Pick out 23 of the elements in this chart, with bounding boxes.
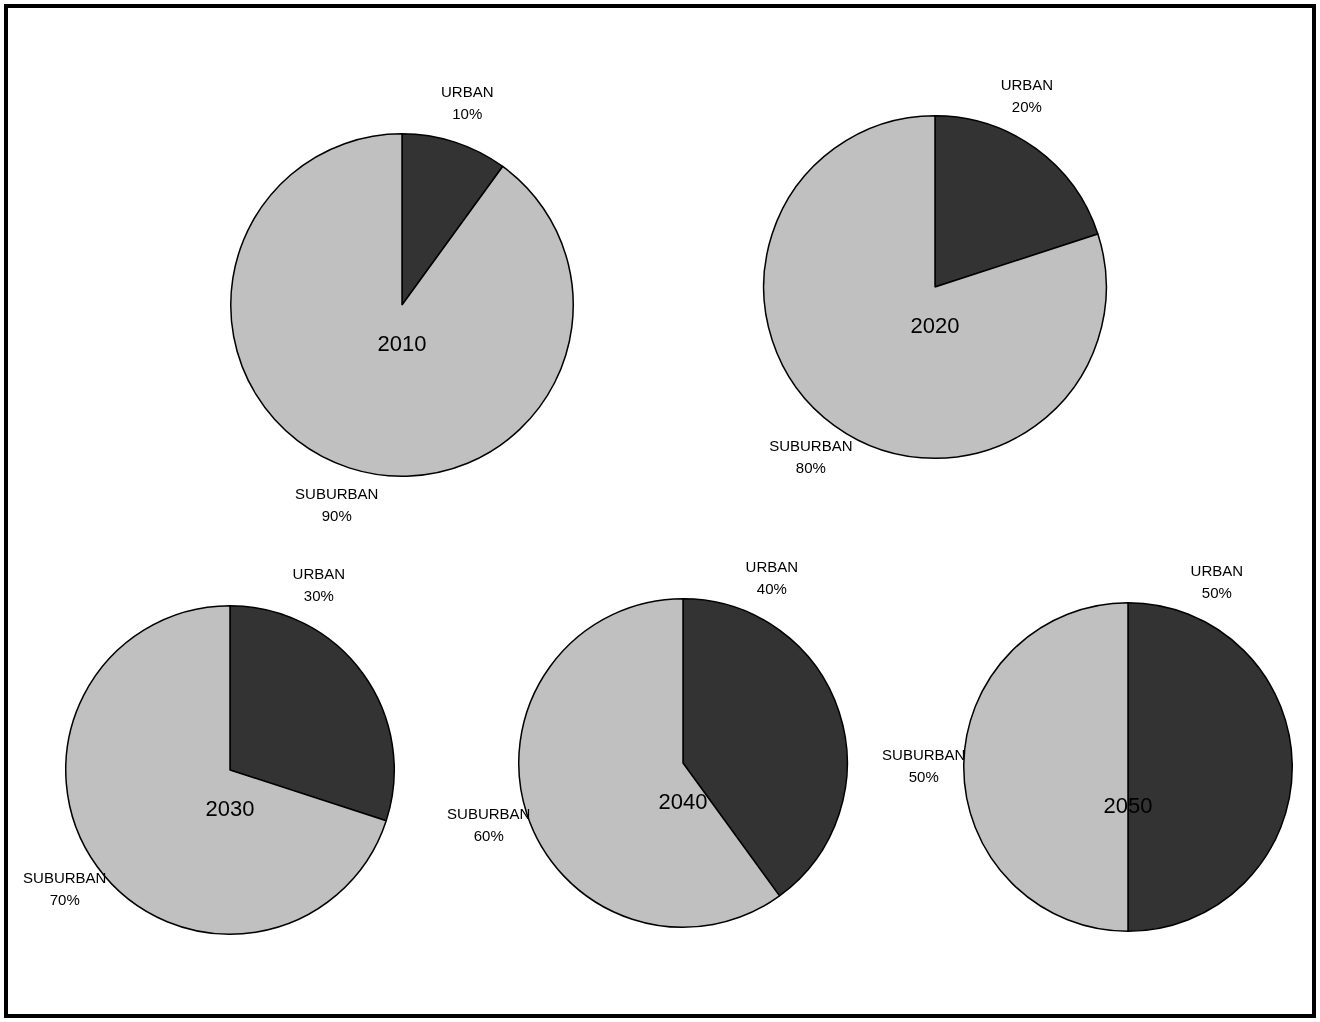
text: 2040 (658, 789, 708, 815)
text: 2030 (205, 796, 255, 822)
slice-label: SUBURBAN (23, 869, 107, 887)
slice-label: URBAN (1190, 562, 1244, 580)
slice-label: SUBURBAN (295, 485, 379, 503)
slice-label: URBAN (745, 558, 799, 576)
data-label: 40% (756, 580, 787, 598)
data-label: 80% (795, 459, 826, 477)
slice-label: SUBURBAN (882, 746, 966, 764)
text: 2020 (910, 313, 960, 339)
data-label: 60% (473, 827, 504, 845)
slice-label: SUBURBAN (769, 437, 853, 455)
data-label: 20% (1011, 97, 1042, 115)
data-label: 50% (1201, 584, 1232, 602)
data-label: 50% (908, 768, 939, 786)
data-label: 90% (321, 507, 352, 525)
text: 2010 (377, 331, 427, 357)
slice-label: URBAN (441, 83, 494, 101)
slice-label: URBAN (1000, 75, 1054, 93)
data-label: 30% (303, 587, 334, 605)
slice-label: URBAN (292, 565, 346, 583)
data-label: 70% (49, 891, 80, 909)
data-label: 10% (452, 105, 483, 123)
